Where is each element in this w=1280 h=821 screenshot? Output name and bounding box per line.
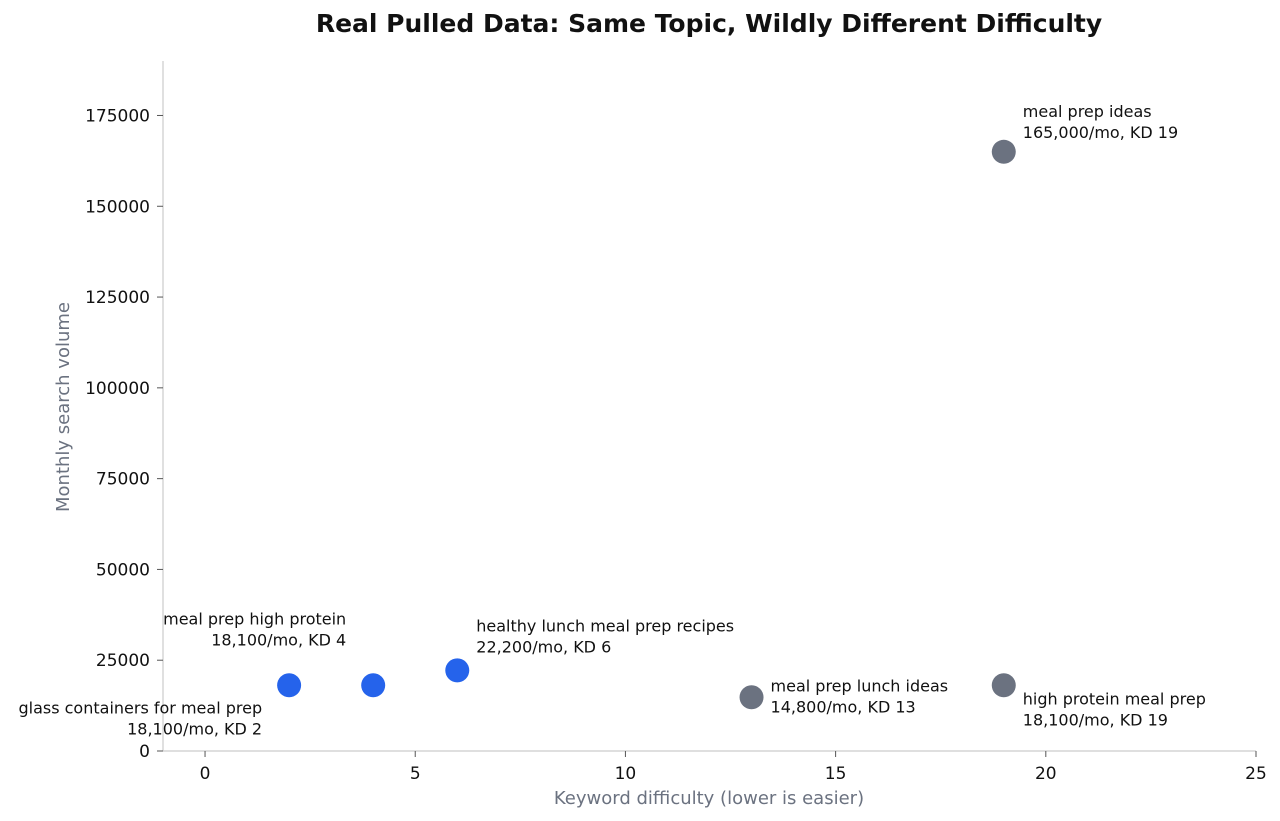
x-tick-label: 15	[825, 764, 847, 784]
annotations: glass containers for meal prep 18,100/mo,…	[18, 102, 1205, 738]
y-tick-label: 175000	[85, 106, 150, 126]
point-label-stats: 18,100/mo, KD 2	[127, 719, 262, 738]
point-label-keyword: high protein meal prep	[1023, 689, 1206, 708]
y-axis-label: Monthly search volume	[53, 302, 74, 512]
x-tick-label: 10	[615, 764, 637, 784]
point-label-keyword: meal prep ideas	[1023, 102, 1152, 121]
y-tick-label: 25000	[96, 651, 150, 671]
point-label-stats: 165,000/mo, KD 19	[1023, 123, 1178, 142]
data-point	[991, 673, 1016, 698]
data-point	[445, 658, 470, 683]
y-tick-label: 125000	[85, 288, 150, 308]
data-point	[277, 673, 302, 698]
x-tick-label: 25	[1245, 764, 1267, 784]
x-tick-label: 5	[410, 764, 421, 784]
y-tick-label: 100000	[85, 379, 150, 399]
y-tick-label: 150000	[85, 197, 150, 217]
y-tick-label: 0	[139, 742, 150, 762]
data-point	[739, 685, 764, 710]
point-label-stats: 14,800/mo, KD 13	[771, 697, 916, 716]
x-tick-label: 0	[200, 764, 211, 784]
point-label-keyword: healthy lunch meal prep recipes	[476, 616, 734, 635]
point-label-stats: 18,100/mo, KD 4	[211, 630, 346, 649]
y-tick-label: 50000	[96, 560, 150, 580]
point-label-keyword: meal prep high protein	[163, 609, 346, 628]
data-point	[361, 673, 386, 698]
x-tick-label: 20	[1035, 764, 1057, 784]
axes: 0 5 10 15 20 25 0 25000 50000 75000 100000 125000 15…	[85, 61, 1267, 784]
point-label-keyword: glass containers for meal prep	[18, 698, 262, 717]
point-label-keyword: meal prep lunch ideas	[771, 676, 949, 695]
chart-title: Real Pulled Data: Same Topic, Wildly Dif…	[316, 9, 1102, 38]
y-tick-label: 75000	[96, 470, 150, 490]
point-label-stats: 22,200/mo, KD 6	[476, 637, 611, 656]
point-label-stats: 18,100/mo, KD 19	[1023, 710, 1168, 729]
data-point	[991, 139, 1016, 164]
data-points	[277, 139, 1016, 710]
x-axis-label: Keyword difficulty (lower is easier)	[554, 788, 864, 809]
